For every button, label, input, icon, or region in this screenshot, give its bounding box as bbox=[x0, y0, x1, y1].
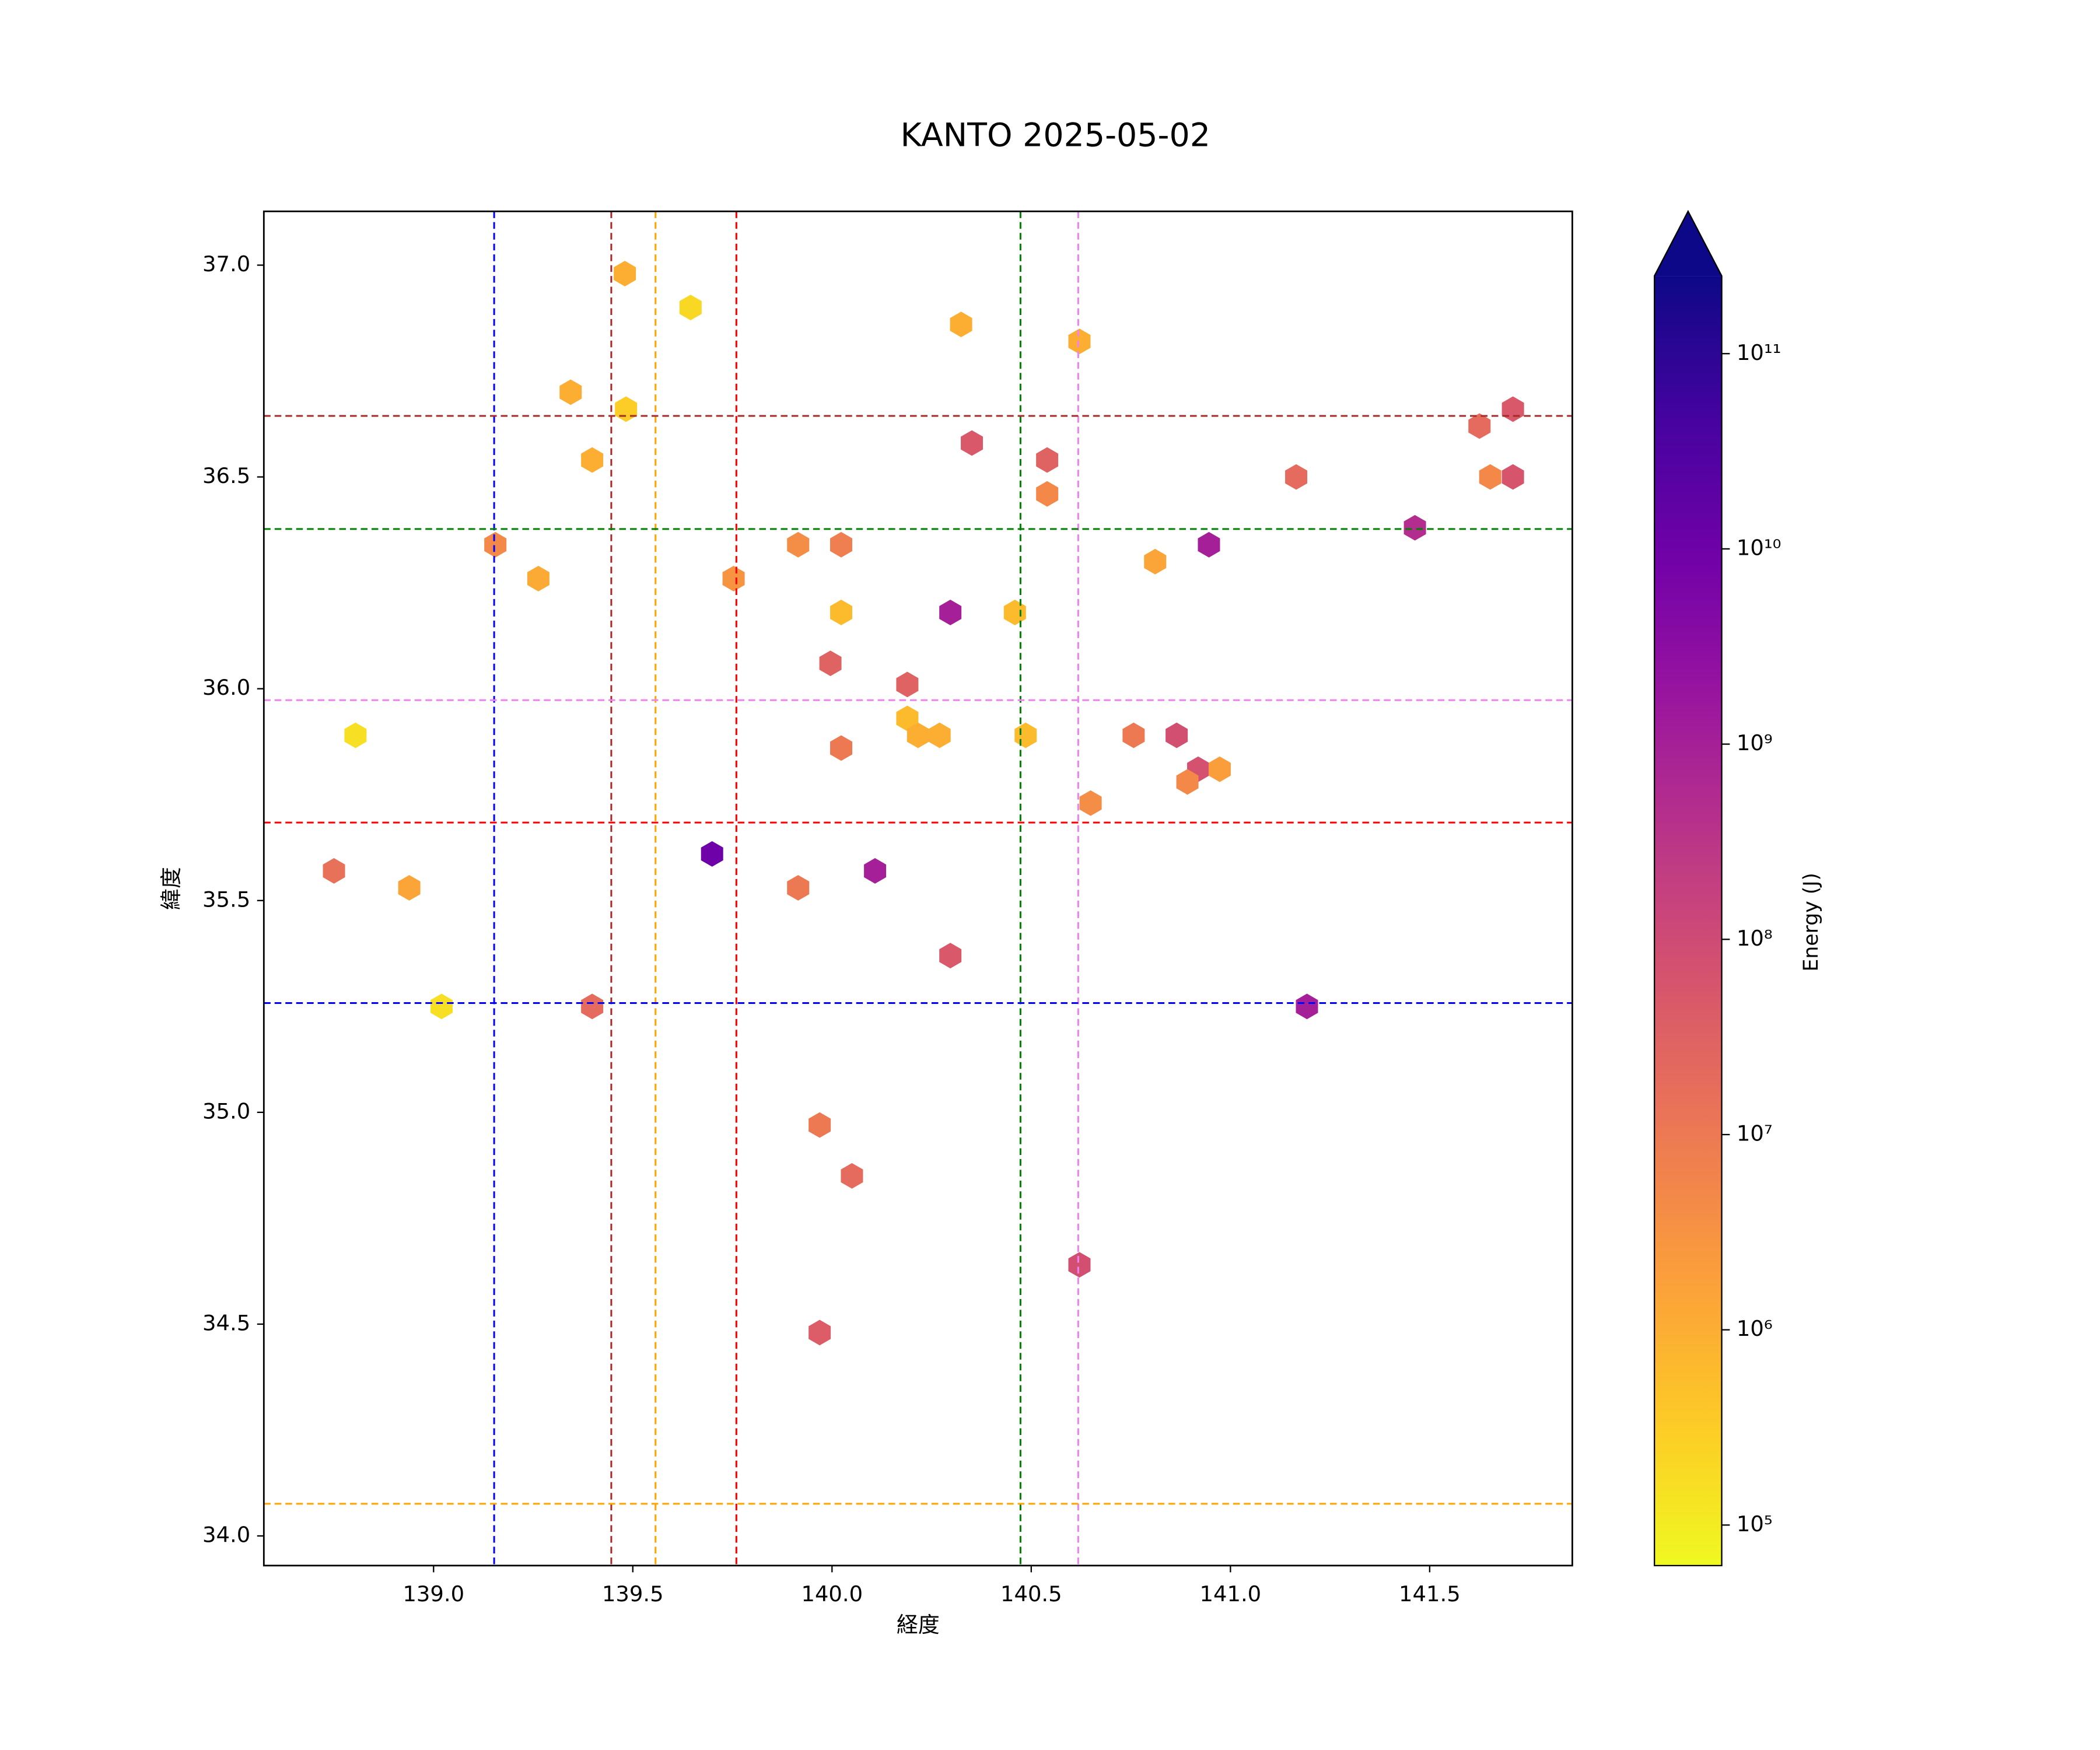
hexbin-cell bbox=[430, 993, 453, 1020]
hexbin-cell bbox=[1208, 756, 1231, 782]
hexbin-cell bbox=[808, 1320, 831, 1346]
hexbin-cell bbox=[830, 735, 852, 761]
colorbar-tick-label: 10⁹ bbox=[1737, 730, 1773, 755]
hexbin-cell bbox=[1144, 548, 1167, 575]
x-tick-label: 139.5 bbox=[602, 1581, 664, 1606]
hexbin-cell bbox=[841, 1163, 863, 1189]
hexbin-cell bbox=[830, 531, 852, 558]
y-tick-label: 34.0 bbox=[202, 1522, 250, 1548]
hexbin-cell bbox=[1502, 464, 1524, 490]
chart-title: KANTO 2025-05-02 bbox=[900, 117, 1210, 155]
hexbin-cell bbox=[950, 312, 972, 338]
hexbin-cell bbox=[907, 722, 929, 748]
y-tick-label: 34.5 bbox=[202, 1310, 250, 1335]
hexbin-cell bbox=[1468, 413, 1491, 439]
hexbin-cell bbox=[864, 858, 887, 884]
colorbar-frame bbox=[1653, 209, 1723, 1566]
plot-frame bbox=[262, 210, 1573, 1567]
y-axis-label: 緯度 bbox=[159, 867, 184, 910]
x-tick-label: 141.5 bbox=[1399, 1581, 1461, 1606]
hexbin-cell bbox=[581, 993, 604, 1020]
colorbar-tick-label: 10⁵ bbox=[1737, 1511, 1773, 1536]
hexbin-cell bbox=[1176, 769, 1199, 795]
hexbin-cell bbox=[1068, 328, 1091, 355]
hexbin-cell bbox=[527, 565, 550, 592]
y-tick-label: 35.5 bbox=[202, 887, 250, 912]
colorbar bbox=[1654, 276, 1722, 1566]
x-tick-label: 140.5 bbox=[1000, 1581, 1062, 1606]
hexbin-cell bbox=[939, 943, 962, 969]
x-tick-label: 141.0 bbox=[1200, 1581, 1262, 1606]
hexbin-cell bbox=[1479, 464, 1502, 490]
hexbin-cell bbox=[1068, 1252, 1091, 1278]
hexbin-cell bbox=[614, 261, 636, 286]
hexbin-cell bbox=[1036, 447, 1059, 473]
hexbin-cell bbox=[896, 705, 919, 732]
y-tick-label: 35.0 bbox=[202, 1098, 250, 1124]
plot-area bbox=[264, 211, 1573, 1566]
colorbar-label: Energy (J) bbox=[1800, 873, 1823, 971]
hexbin-cell bbox=[1166, 722, 1188, 748]
hexbin-cell bbox=[559, 379, 582, 405]
colorbar-tick-label: 10⁸ bbox=[1737, 926, 1773, 951]
y-tick-label: 36.5 bbox=[202, 463, 250, 488]
hexbin-cell bbox=[787, 531, 810, 558]
hexbin-cell bbox=[1198, 531, 1220, 558]
colorbar-tick-label: 10⁶ bbox=[1737, 1316, 1773, 1341]
colorbar-extension bbox=[1654, 211, 1722, 276]
hexbin-cell bbox=[722, 565, 745, 592]
hexbin-cell bbox=[1296, 993, 1318, 1020]
hexbin-cell bbox=[939, 600, 962, 625]
plot-layer bbox=[264, 211, 1573, 1566]
hexbin-cell bbox=[1122, 722, 1145, 748]
hexbin-cell bbox=[398, 875, 421, 901]
hexbin-cell bbox=[1404, 514, 1426, 541]
hexbin-cell bbox=[344, 722, 367, 748]
hexbin-cell bbox=[581, 447, 604, 473]
colorbar-tick-label: 10¹⁰ bbox=[1737, 535, 1782, 560]
x-tick-label: 140.0 bbox=[801, 1581, 863, 1606]
y-tick-label: 37.0 bbox=[202, 251, 250, 276]
hexbin-cell bbox=[1079, 790, 1102, 816]
hexbin-cell bbox=[928, 722, 951, 748]
hexbin-cell bbox=[819, 650, 842, 677]
x-tick-label: 139.0 bbox=[402, 1581, 464, 1606]
hexbin-cell bbox=[1036, 481, 1059, 507]
hexbin-cell bbox=[1285, 464, 1308, 490]
hexbin-cell bbox=[830, 600, 852, 625]
y-tick-label: 36.0 bbox=[202, 675, 250, 700]
hexbin-cell bbox=[808, 1112, 831, 1138]
hexbin-cell bbox=[961, 430, 984, 456]
hexbin-cell bbox=[1003, 600, 1026, 625]
hexbin-cell bbox=[787, 875, 810, 901]
hexbin-cell bbox=[679, 295, 702, 321]
colorbar-tick-label: 10⁷ bbox=[1737, 1121, 1773, 1146]
x-axis-label: 経度 bbox=[897, 1612, 940, 1637]
hexbin-cell bbox=[484, 531, 507, 558]
hexbin-cell bbox=[701, 841, 723, 867]
hexbin-cell bbox=[896, 671, 919, 698]
hexbin-cell bbox=[323, 858, 345, 884]
colorbar-tick-label: 10¹¹ bbox=[1737, 340, 1782, 365]
